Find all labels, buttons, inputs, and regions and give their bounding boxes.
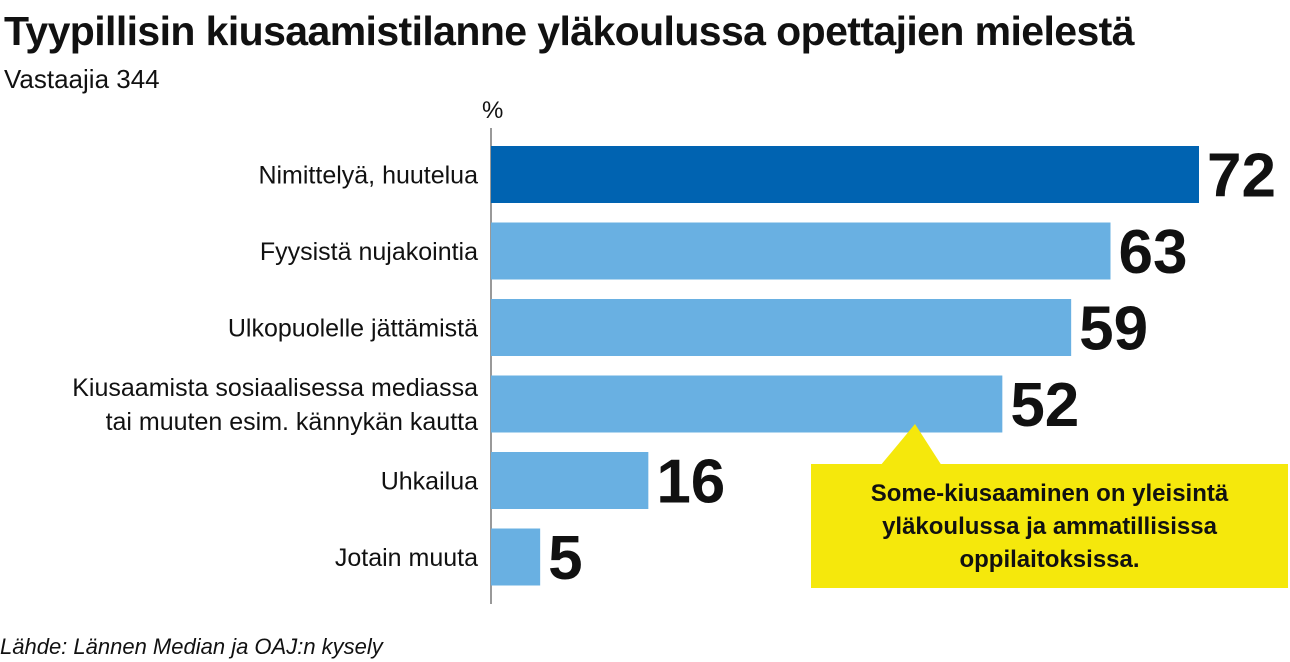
bar-2: [491, 222, 1111, 280]
bar-5: [491, 452, 649, 509]
value-label-6: 5: [548, 524, 582, 593]
chart-title: Tyypillisin kiusaamistilanne yläkoulussa…: [4, 8, 1135, 54]
value-label-2: 63: [1119, 218, 1188, 287]
value-label-1: 72: [1207, 142, 1276, 211]
bar-6: [491, 528, 541, 586]
category-label-5: Uhkailua: [381, 468, 478, 496]
value-label-5: 16: [656, 448, 725, 517]
bar-3: [491, 299, 1072, 356]
value-label-3: 59: [1079, 295, 1148, 364]
callout-box: Some-kiusaaminen on yleisintä yläkouluss…: [811, 464, 1288, 588]
bar-1: [491, 146, 1199, 203]
category-label-6: Jotain muuta: [335, 544, 478, 572]
unit-label: %: [482, 97, 504, 124]
value-label-4: 52: [1010, 371, 1079, 440]
category-label-2: Fyysistä nujakointia: [260, 238, 478, 266]
source-note: Lähde: Lännen Median ja OAJ:n kysely: [0, 634, 383, 659]
chart-subtitle: Vastaajia 344: [4, 64, 160, 94]
category-label-3: Ulkopuolelle jättämistä: [228, 315, 478, 343]
callout-text: Some-kiusaaminen on yleisintä yläkouluss…: [870, 479, 1229, 573]
category-label-4: Kiusaamista sosiaalisessa mediassa tai mu…: [72, 374, 478, 436]
category-label-1: Nimittelyä, huutelua: [258, 162, 478, 190]
bar-4: [491, 375, 1003, 433]
